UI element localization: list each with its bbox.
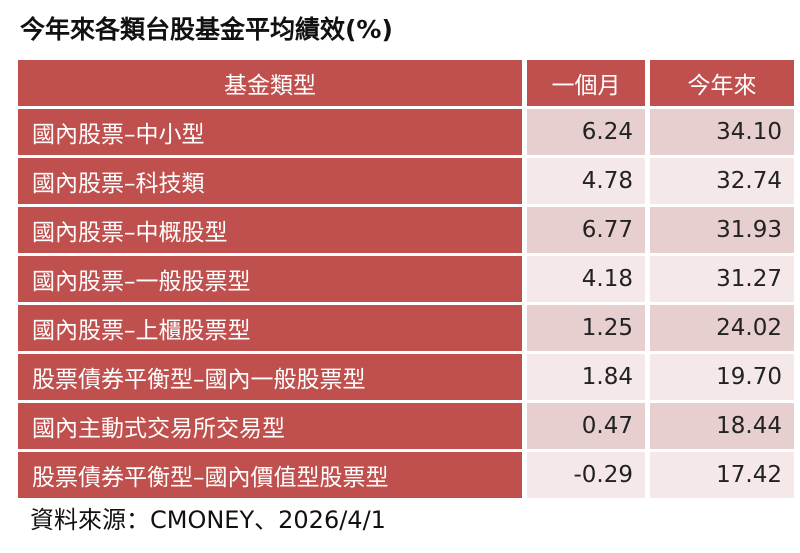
header-cell: 基金類型 (18, 60, 522, 106)
fund-table: 基金類型 一個月 今年來 國內股票–中小型 6.24 34.10 國內股票–科技類 4.78 3… (18, 60, 794, 498)
value-cell: 6.77 (527, 207, 645, 253)
value-cell: 1.25 (527, 305, 645, 351)
fund-type-cell: 股票債券平衡型–國內一般股票型 (18, 354, 522, 400)
value-cell: 24.02 (650, 305, 794, 351)
value-cell: 32.74 (650, 158, 794, 204)
header-cell: 今年來 (650, 60, 794, 106)
title: 今年來各類台股基金平均績效(%) (20, 15, 393, 44)
source-note: 資料來源：CMONEY、2026/4/1 (30, 506, 386, 534)
value-cell: 0.47 (527, 403, 645, 449)
fund-type-cell: 國內股票–中小型 (18, 109, 522, 155)
value-cell: -0.29 (527, 452, 645, 498)
fund-type-cell: 國內股票–一般股票型 (18, 256, 522, 302)
value-cell: 6.24 (527, 109, 645, 155)
fund-type-cell: 國內股票–中概股型 (18, 207, 522, 253)
fund-type-cell: 股票債券平衡型–國內價值型股票型 (18, 452, 522, 498)
header-cell: 一個月 (527, 60, 645, 106)
fund-type-cell: 國內股票–科技類 (18, 158, 522, 204)
value-cell: 4.18 (527, 256, 645, 302)
value-cell: 18.44 (650, 403, 794, 449)
value-cell: 31.27 (650, 256, 794, 302)
fund-type-cell: 國內股票–上櫃股票型 (18, 305, 522, 351)
value-cell: 17.42 (650, 452, 794, 498)
value-cell: 1.84 (527, 354, 645, 400)
value-cell: 19.70 (650, 354, 794, 400)
value-cell: 4.78 (527, 158, 645, 204)
value-cell: 31.93 (650, 207, 794, 253)
value-cell: 34.10 (650, 109, 794, 155)
fund-type-cell: 國內主動式交易所交易型 (18, 403, 522, 449)
